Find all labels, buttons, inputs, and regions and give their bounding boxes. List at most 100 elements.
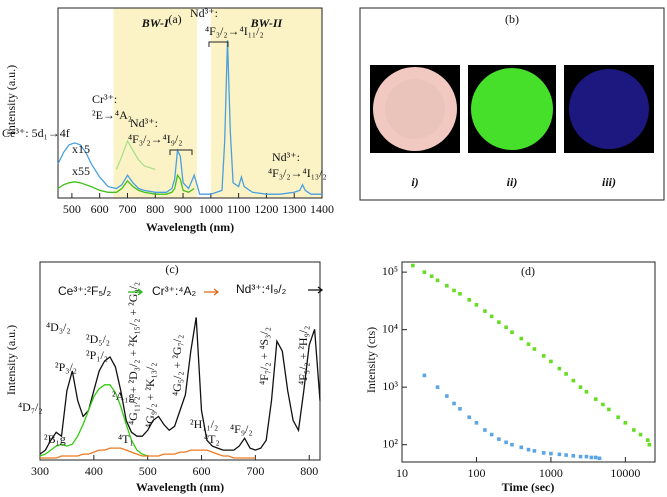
panel-label: (b) xyxy=(505,12,519,26)
data-point xyxy=(549,451,553,456)
data-point xyxy=(510,330,514,335)
annotation: ⁴F₇/₂ + ⁴S₃/₂ xyxy=(257,327,271,385)
annotation: ⁴G₅/₂ + ²G₇/₂ xyxy=(170,335,184,396)
data-point xyxy=(526,342,531,346)
caption: iii) xyxy=(602,175,616,189)
data-point xyxy=(593,397,598,401)
data-point xyxy=(597,456,602,461)
data-point xyxy=(474,303,479,307)
series-line xyxy=(115,139,156,171)
plot-frame xyxy=(57,7,323,199)
data-point xyxy=(601,402,605,407)
plot-frame xyxy=(401,261,656,463)
annotation: ²D₅/₂ xyxy=(86,332,110,346)
data-point xyxy=(632,428,636,432)
annotation: ⁴F₃/₂→⁴I₁₃/₂ xyxy=(268,166,327,180)
x-tick-label: 500 xyxy=(139,464,157,478)
data-point xyxy=(504,440,508,445)
data-point xyxy=(429,274,434,278)
data-point xyxy=(589,455,594,460)
annotation: ⁴F₃/₂→⁴I₁₁/₂ xyxy=(205,24,264,38)
annotation: ²H₁₁/₂ xyxy=(190,417,218,431)
data-point xyxy=(532,347,537,351)
arrow xyxy=(128,288,144,296)
annotation: ⁴T₂ xyxy=(204,432,220,446)
caption: ii) xyxy=(507,175,518,189)
x-tick-label: 800 xyxy=(300,464,318,478)
data-point xyxy=(467,415,472,420)
annotation: Ce³⁺: 5d₁→4f xyxy=(2,126,70,140)
annotation: ⁴F₃/₂→⁴I₉/₂ xyxy=(128,132,182,146)
data-point xyxy=(435,385,440,389)
caption: i) xyxy=(411,175,418,189)
annotation: ²P₁/₂ xyxy=(86,348,108,362)
bracket xyxy=(208,41,229,47)
data-point xyxy=(584,454,589,459)
x-tick-label: 100 xyxy=(467,466,485,480)
y-axis-label: Intensity (cts) xyxy=(364,327,378,393)
data-point xyxy=(458,407,462,411)
data-point xyxy=(458,291,462,296)
series-line xyxy=(57,40,322,195)
sample xyxy=(471,68,553,150)
data-point xyxy=(564,453,568,457)
data-point xyxy=(422,270,427,274)
data-point xyxy=(445,283,449,288)
data-point xyxy=(571,378,576,383)
data-point xyxy=(526,447,531,452)
annotation: x55 xyxy=(72,164,90,178)
data-point xyxy=(483,309,487,313)
annotation: Nd³⁺:⁴I₉/₂ xyxy=(236,282,287,296)
annotation: Nd³⁺: xyxy=(130,116,158,130)
x-tick-label: 1100 xyxy=(227,202,251,216)
annotation: ⁴D₃/₂ xyxy=(46,320,71,334)
series-line xyxy=(40,447,256,459)
annotation: ⁴D₇/₂ xyxy=(18,400,43,414)
x-tick-label: 900 xyxy=(174,202,192,216)
data-point xyxy=(435,278,440,283)
x-tick-label: 700 xyxy=(118,202,136,216)
annotation: ²P₃/₂ xyxy=(55,360,77,374)
data-point xyxy=(510,442,514,447)
data-point xyxy=(519,445,524,450)
annotation: ⁴G₁₁/₂ + ²D₃/₂ + ²K₁₅/₂ + ²G₉/₂ xyxy=(126,282,140,425)
annotation: Nd³⁺: xyxy=(190,6,218,20)
x-tick-label: 800 xyxy=(146,202,164,216)
data-point xyxy=(483,428,487,432)
x-tick-label: 1300 xyxy=(282,202,306,216)
data-point xyxy=(607,407,611,412)
y-axis-label: Intensity (a.u.) xyxy=(4,65,18,135)
data-point xyxy=(474,421,479,425)
x-tick-label: 1400 xyxy=(310,202,334,216)
x-axis-label: Wavelength (nm) xyxy=(146,220,234,234)
data-point xyxy=(497,320,501,324)
data-point xyxy=(541,451,546,455)
annotation: Nd³⁺: xyxy=(272,150,300,164)
data-point xyxy=(549,359,553,364)
annotation: Cr³⁺:⁴A₂ xyxy=(152,284,196,298)
x-tick-label: 700 xyxy=(246,464,264,478)
sample-center xyxy=(385,79,445,139)
data-point xyxy=(616,415,620,420)
band-region xyxy=(113,8,197,198)
data-point xyxy=(623,421,628,425)
data-point xyxy=(593,455,598,460)
annotation: ⁴F₉/₂ xyxy=(230,422,253,436)
annotation: ²E→⁴A₂ xyxy=(92,108,132,122)
data-point xyxy=(584,390,589,394)
x-axis-label: Wavelength (nm) xyxy=(136,480,224,494)
data-point xyxy=(445,394,449,398)
data-point xyxy=(571,454,576,458)
panel-label: (d) xyxy=(521,264,535,278)
annotation: Cr³⁺: xyxy=(92,92,117,106)
x-tick-label: 1200 xyxy=(254,202,278,216)
data-point xyxy=(541,354,546,358)
data-point xyxy=(557,452,562,457)
x-axis-label: Time (sec) xyxy=(502,480,555,494)
data-point xyxy=(638,432,643,437)
series-line xyxy=(39,317,321,455)
panel-label: (c) xyxy=(165,262,178,276)
photo-frame xyxy=(359,7,665,201)
